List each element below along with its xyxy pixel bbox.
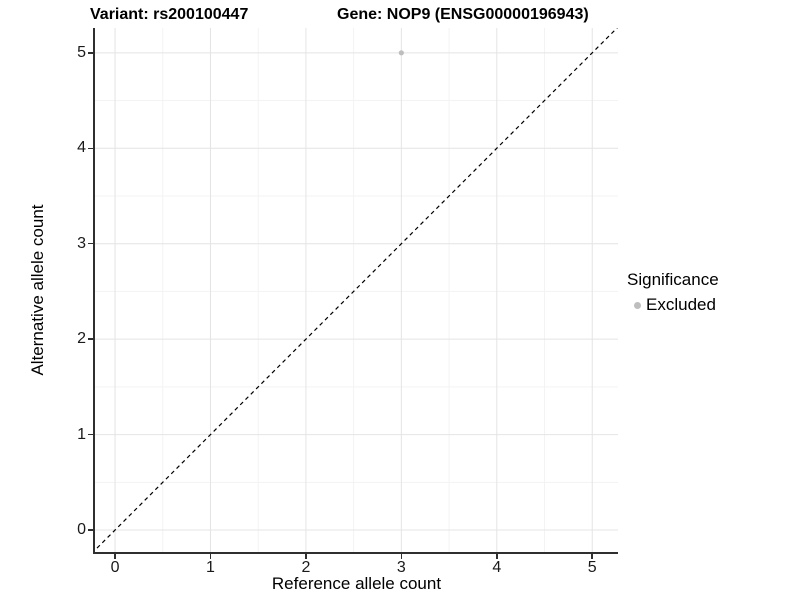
y-tick-mark <box>88 338 93 340</box>
y-tick-mark <box>88 242 93 245</box>
x-tick-label: 3 <box>396 559 406 576</box>
legend: Significance Excluded <box>627 270 719 315</box>
legend-entry-label: Excluded <box>646 295 716 314</box>
data-point-excluded <box>398 50 404 56</box>
x-tick-label: 0 <box>110 559 120 576</box>
x-axis-label: Reference allele count <box>271 574 442 593</box>
chart-title-variant: Variant: rs200100447 <box>90 6 249 23</box>
y-tick-mark <box>88 529 93 531</box>
x-tick-mark <box>114 554 116 559</box>
y-axis-label: Alternative allele count <box>28 204 47 376</box>
x-tick-label: 5 <box>587 559 597 576</box>
plot-panel <box>93 28 618 554</box>
y-tick-label: 0 <box>77 521 86 539</box>
x-tick-mark <box>400 554 403 559</box>
y-tick-label: 1 <box>77 425 86 443</box>
y-tick-mark <box>88 433 93 436</box>
x-tick-mark <box>305 554 307 559</box>
x-tick-label: 2 <box>301 559 311 576</box>
legend-title: Significance <box>627 270 719 289</box>
gridlines-major <box>95 28 618 552</box>
x-tick-mark <box>209 554 212 559</box>
legend-entry-excluded: Excluded <box>627 295 719 315</box>
x-tick-mark <box>496 554 498 559</box>
chart-title-gene: Gene: NOP9 (ENSG00000196943) <box>337 6 589 23</box>
excluded-point-icon <box>634 301 641 309</box>
y-tick-label: 5 <box>77 43 86 61</box>
y-tick-label: 4 <box>77 139 86 157</box>
x-tick-label: 1 <box>206 559 215 576</box>
x-tick-mark <box>591 554 593 559</box>
gridlines-minor <box>95 28 618 552</box>
y-tick-mark <box>88 147 93 149</box>
x-tick-label: 4 <box>492 559 502 576</box>
y-tick-label: 2 <box>77 330 86 348</box>
y-tick-label: 3 <box>77 234 86 252</box>
y-tick-mark <box>88 52 93 54</box>
plot-canvas <box>95 28 618 552</box>
identity-line <box>95 28 618 551</box>
